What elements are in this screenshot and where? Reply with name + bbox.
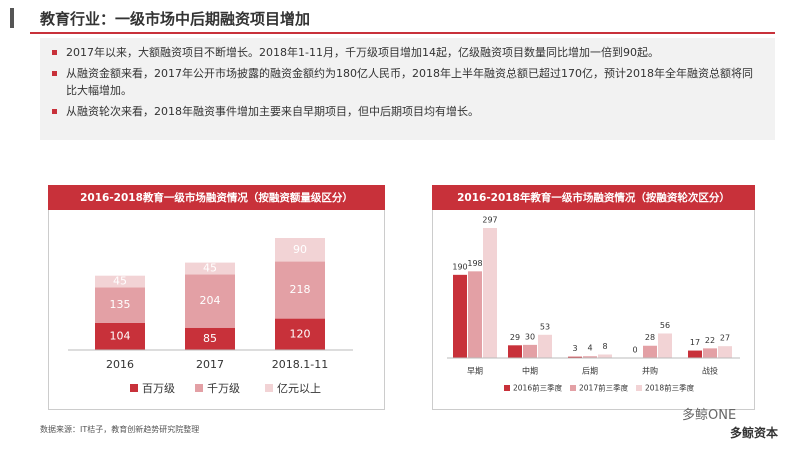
x-tick-label: 中期	[522, 366, 538, 376]
bar-segment	[185, 274, 235, 328]
legend-swatch	[265, 384, 273, 392]
data-label: 45	[203, 261, 217, 274]
data-label: 8	[602, 342, 607, 351]
chart-title: 2016-2018年教育一级市场融资情况（按融资轮次区分）	[457, 191, 730, 204]
bar	[538, 334, 552, 358]
legend-swatch	[195, 384, 203, 392]
bar	[583, 356, 597, 358]
bar	[483, 228, 497, 358]
data-label: 28	[645, 333, 655, 342]
title-marker	[10, 8, 14, 28]
data-label: 190	[452, 262, 467, 271]
bar	[453, 274, 467, 358]
bullet: 从融资轮次来看，2018年融资事件增加主要来自早期项目，但中后期项目均有增长。	[52, 103, 761, 120]
data-label: 30	[525, 332, 535, 341]
x-tick-label: 并购	[642, 366, 658, 376]
legend-label: 2018前三季度	[645, 383, 695, 393]
data-label: 204	[200, 294, 221, 307]
data-label: 17	[690, 338, 700, 347]
logo: 多鲸资本	[730, 426, 779, 440]
bar-segment	[95, 287, 145, 323]
chart-header	[48, 185, 385, 210]
bar-segment	[95, 322, 145, 350]
bar-segment	[275, 238, 325, 262]
chart: 2016-2018教育一级市场融资情况（按融资额量级区分） 104 135 45 201…	[48, 185, 385, 410]
bar-segment	[275, 261, 325, 319]
data-label: 53	[540, 322, 550, 331]
bar-segment	[185, 327, 235, 350]
source-note: 数据来源：IT桔子，教育创新趋势研究院整理	[40, 425, 200, 434]
data-label: 27	[720, 334, 730, 343]
legend-label: 千万级	[207, 382, 240, 395]
legend-swatch	[504, 385, 510, 391]
data-label: 297	[482, 216, 497, 225]
data-label: 45	[113, 275, 127, 288]
data-label: 3	[572, 344, 577, 353]
bar-segment	[275, 318, 325, 350]
legend-label: 百万级	[142, 382, 175, 395]
data-label: 198	[467, 259, 482, 268]
legend-label: 亿元以上	[277, 382, 321, 395]
bar	[468, 271, 482, 358]
bullet: 从融资金额来看，2017年公开市场披露的融资金额约为180亿人民币，2018年上…	[52, 65, 761, 99]
bar-segment	[95, 275, 145, 288]
data-label: 85	[203, 332, 217, 345]
bar	[718, 346, 732, 358]
legend-label: 2016前三季度	[513, 383, 563, 393]
bar	[703, 348, 717, 358]
x-tick-label: 2018.1-11	[272, 358, 328, 371]
data-label: 56	[660, 321, 670, 330]
x-tick-label: 早期	[467, 367, 483, 376]
legend-swatch	[130, 384, 138, 392]
chart-title: 2016-2018教育一级市场融资情况（按融资额量级区分）	[80, 191, 353, 204]
data-label: 29	[510, 333, 520, 342]
chart-header	[432, 185, 755, 210]
bar	[568, 356, 582, 358]
legend-swatch	[636, 385, 642, 391]
page-title: 教育行业：一级市场中后期融资项目增加	[40, 10, 311, 28]
summary-box: 2017年以来，大额融资项目不断增长。2018年1-11月，千万级项目增加14起…	[40, 38, 775, 140]
data-label: 120	[290, 327, 311, 340]
chart: 2016-2018年教育一级市场融资情况（按融资轮次区分） 190 198 297 早期…	[432, 185, 755, 410]
data-label: 0	[632, 346, 637, 355]
data-label: 218	[290, 283, 311, 296]
watermark: 多鲸ONE	[682, 408, 737, 423]
bar	[658, 333, 672, 358]
x-tick-label: 战投	[702, 366, 718, 376]
title-rule	[30, 32, 775, 34]
data-label: 4	[587, 344, 592, 353]
data-label: 104	[110, 329, 131, 342]
bullet: 2017年以来，大额融资项目不断增长。2018年1-11月，千万级项目增加14起…	[52, 44, 761, 61]
bar	[688, 350, 702, 358]
bar	[508, 345, 522, 358]
bar	[598, 354, 612, 358]
data-label: 135	[110, 298, 131, 311]
legend-label: 2017前三季度	[579, 383, 629, 393]
x-tick-label: 2017	[196, 358, 224, 371]
x-tick-label: 2016	[106, 358, 134, 371]
bar	[643, 345, 657, 358]
data-label: 22	[705, 336, 715, 345]
x-tick-label: 后期	[582, 366, 598, 376]
data-label: 90	[293, 243, 307, 256]
bar-segment	[185, 262, 235, 275]
bar	[523, 344, 537, 358]
legend-swatch	[570, 385, 576, 391]
